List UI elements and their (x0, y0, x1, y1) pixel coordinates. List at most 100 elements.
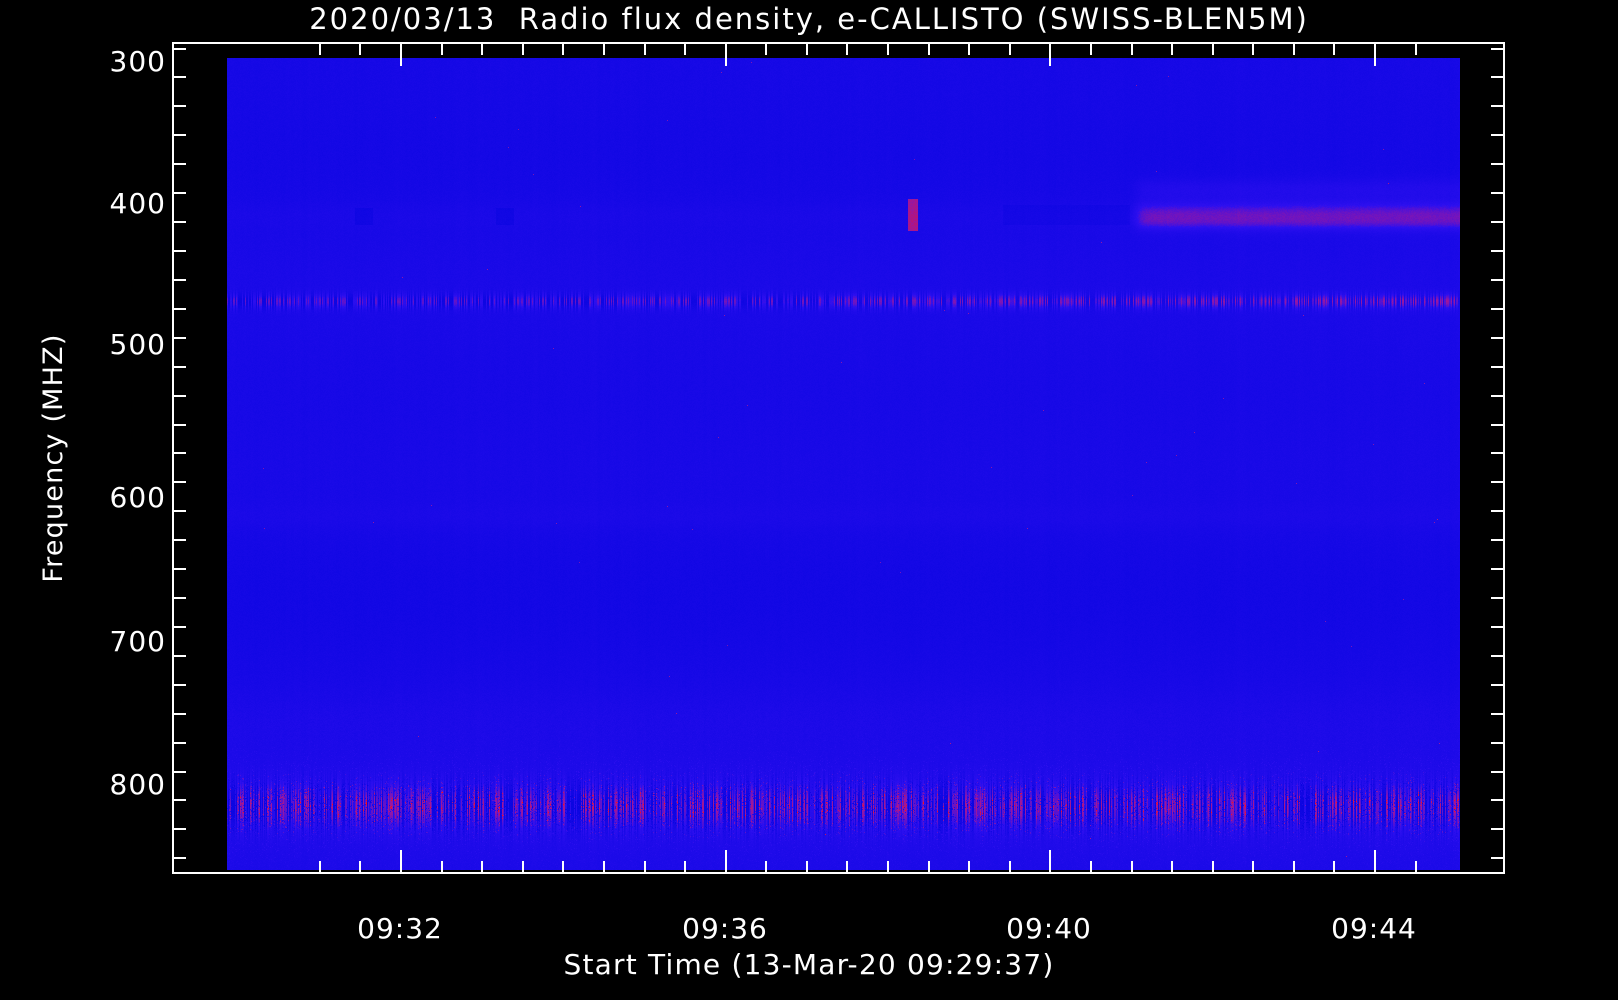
x-tick-minor (1212, 861, 1214, 874)
y-tick-minor (172, 828, 186, 830)
y-tick-right-minor (1491, 192, 1505, 194)
y-tick-right-minor (1491, 163, 1505, 165)
y-tick-right-minor (1491, 395, 1505, 397)
x-tick-minor (1090, 861, 1092, 874)
y-tick-right-minor (1491, 510, 1505, 512)
y-tick-minor (172, 337, 186, 339)
y-tick-right-minor (1491, 48, 1505, 50)
y-tick-right-minor (1491, 568, 1505, 570)
x-tick-major (725, 850, 727, 874)
y-tick-minor (172, 481, 186, 483)
y-tick-minor (172, 857, 186, 859)
y-tick-minor (172, 510, 186, 512)
y-tick-right-minor (1491, 771, 1505, 773)
x-tick-label-0932: 09:32 (357, 912, 443, 945)
x-tick-top-minor (1090, 42, 1092, 55)
x-tick-label-0940: 09:40 (1006, 912, 1092, 945)
x-tick-top-minor (1333, 42, 1335, 55)
x-tick-minor (968, 861, 970, 874)
y-tick-minor (172, 626, 186, 628)
x-tick-minor (1252, 861, 1254, 874)
y-tick-right-minor (1491, 366, 1505, 368)
y-tick-right-minor (1491, 105, 1505, 107)
x-tick-top-minor (481, 42, 483, 55)
x-tick-minor (1293, 861, 1295, 874)
x-tick-top-minor (1131, 42, 1133, 55)
x-tick-minor (928, 861, 930, 874)
y-tick-minor (172, 279, 186, 281)
x-axis-title: Start Time (13-Mar-20 09:29:37) (563, 948, 1055, 981)
y-tick-right-minor (1491, 337, 1505, 339)
x-tick-top-minor (1293, 42, 1295, 55)
y-tick-minor (172, 366, 186, 368)
page-title: 2020/03/13 Radio flux density, e-CALLIST… (309, 2, 1309, 36)
y-tick-label-400: 400 (109, 187, 166, 220)
y-tick-minor (172, 221, 186, 223)
x-tick-top-minor (1009, 42, 1011, 55)
y-tick-right-minor (1491, 828, 1505, 830)
y-tick-minor (172, 597, 186, 599)
y-tick-minor (172, 771, 186, 773)
y-tick-minor (172, 163, 186, 165)
x-tick-minor (1415, 861, 1417, 874)
y-tick-right-minor (1491, 857, 1505, 859)
x-tick-minor (887, 861, 889, 874)
x-tick-minor (441, 861, 443, 874)
x-tick-minor (1131, 861, 1133, 874)
x-tick-top-minor (1171, 42, 1173, 55)
x-tick-minor (644, 861, 646, 874)
x-tick-major (1049, 850, 1051, 874)
x-tick-minor (319, 861, 321, 874)
y-tick-minor (172, 655, 186, 657)
x-tick-top-minor (644, 42, 646, 55)
y-tick-minor (172, 713, 186, 715)
x-tick-top-minor (1212, 42, 1214, 55)
x-tick-top-minor (522, 42, 524, 55)
x-tick-minor (522, 861, 524, 874)
y-tick-minor (172, 395, 186, 397)
y-tick-minor (172, 424, 186, 426)
x-tick-minor (765, 861, 767, 874)
y-tick-right-minor (1491, 134, 1505, 136)
y-tick-label-500: 500 (109, 328, 166, 361)
y-tick-minor (172, 568, 186, 570)
x-tick-top-major (1374, 42, 1376, 66)
spectrogram-image (227, 58, 1460, 870)
y-tick-minor (172, 539, 186, 541)
y-tick-right-minor (1491, 684, 1505, 686)
x-tick-minor (603, 861, 605, 874)
x-tick-minor (1171, 861, 1173, 874)
y-tick-right-minor (1491, 713, 1505, 715)
y-tick-minor (172, 684, 186, 686)
x-tick-minor (481, 861, 483, 874)
y-tick-right-minor (1491, 742, 1505, 744)
y-axis-title: Frequency (MHZ) (38, 333, 69, 583)
x-tick-top-minor (846, 42, 848, 55)
x-tick-top-minor (359, 42, 361, 55)
y-tick-minor (172, 134, 186, 136)
x-tick-minor (684, 861, 686, 874)
x-tick-top-minor (562, 42, 564, 55)
x-tick-top-minor (928, 42, 930, 55)
y-tick-label-800: 800 (109, 768, 166, 801)
y-tick-minor (172, 308, 186, 310)
x-tick-top-major (725, 42, 727, 66)
x-tick-major (400, 850, 402, 874)
y-tick-minor (172, 105, 186, 107)
y-tick-label-700: 700 (109, 625, 166, 658)
y-tick-right-minor (1491, 279, 1505, 281)
x-tick-minor (1009, 861, 1011, 874)
x-tick-minor (359, 861, 361, 874)
y-tick-label-600: 600 (109, 481, 166, 514)
x-tick-top-minor (1252, 42, 1254, 55)
y-tick-right-minor (1491, 76, 1505, 78)
y-tick-right-minor (1491, 539, 1505, 541)
x-tick-top-minor (441, 42, 443, 55)
x-tick-top-minor (1415, 42, 1417, 55)
y-tick-label-300: 300 (109, 45, 166, 78)
x-tick-top-minor (887, 42, 889, 55)
x-tick-top-major (400, 42, 402, 66)
y-tick-right-minor (1491, 250, 1505, 252)
y-tick-right-minor (1491, 481, 1505, 483)
